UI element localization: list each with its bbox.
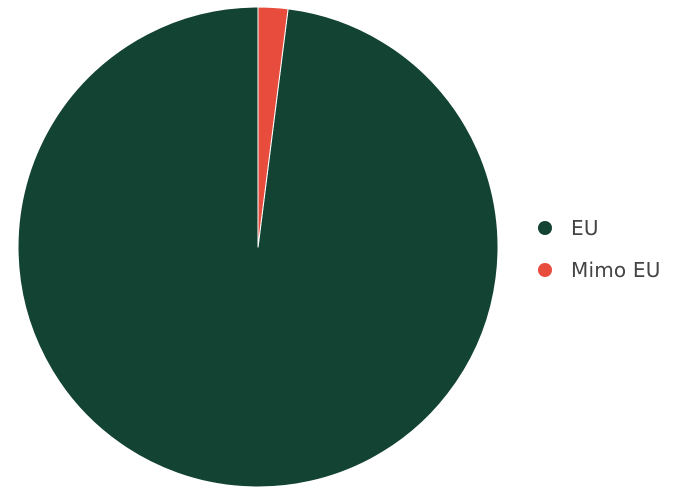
pie-chart [17, 6, 499, 487]
legend-swatch-mimo-eu [538, 263, 552, 277]
legend-swatch-eu [538, 221, 552, 235]
legend-item-mimo-eu[interactable]: Mimo EU [538, 258, 661, 282]
legend-label-mimo-eu: Mimo EU [571, 258, 661, 282]
legend: EU Mimo EU [538, 216, 661, 300]
legend-item-eu[interactable]: EU [538, 216, 661, 240]
pie-slice-mimo-eu[interactable] [257, 6, 289, 248]
legend-label-eu: EU [571, 216, 599, 240]
